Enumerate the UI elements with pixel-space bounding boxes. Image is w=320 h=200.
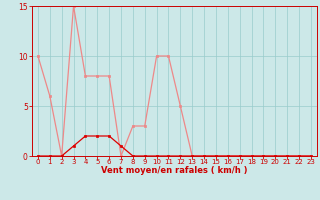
X-axis label: Vent moyen/en rafales ( km/h ): Vent moyen/en rafales ( km/h ) — [101, 166, 248, 175]
